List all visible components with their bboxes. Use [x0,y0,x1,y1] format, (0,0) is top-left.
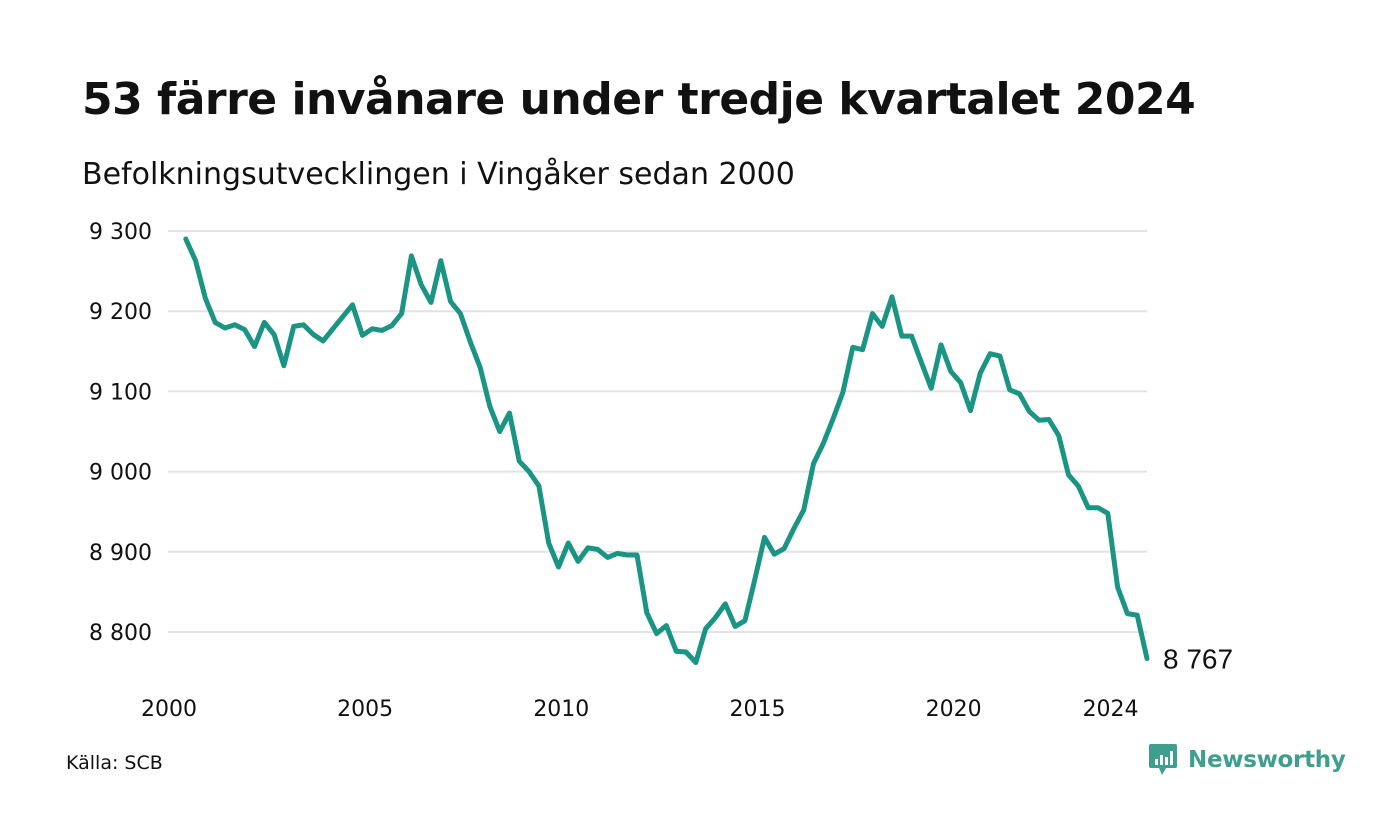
chart-subtitle: Befolkningsutvecklingen i Vingåker sedan… [82,157,795,192]
y-tick-label: 9 300 [89,220,152,245]
y-tick-label: 9 000 [89,461,152,486]
grid-lines [168,230,1147,633]
x-tick-label: 2005 [337,697,393,722]
y-tick-label: 8 900 [89,541,152,566]
brand-logo[interactable]: Newsworthy [1148,742,1346,778]
x-tick-label: 2010 [533,697,589,722]
x-tick-label: 2000 [141,697,197,722]
x-tick-label: 2015 [729,697,785,722]
brand-name: Newsworthy [1188,747,1346,773]
newsworthy-logo-icon [1149,744,1177,775]
y-tick-label: 9 200 [89,300,152,325]
x-tick-label: 2024 [1083,697,1139,722]
y-tick-label: 8 800 [89,621,152,646]
population-line [183,236,1150,665]
chart-title: 53 färre invånare under tredje kvartalet… [82,74,1196,125]
y-tick-label: 9 100 [89,380,152,405]
x-axis-tick-labels: 2000 2005 2010 2015 2020 2024 [141,697,1139,722]
source-note: Källa: SCB [66,752,163,774]
x-tick-label: 2020 [926,697,982,722]
y-axis-tick-labels: 9 300 9 200 9 100 9 000 8 900 8 800 [89,220,152,646]
end-value-label: 8 767 [1163,643,1233,674]
